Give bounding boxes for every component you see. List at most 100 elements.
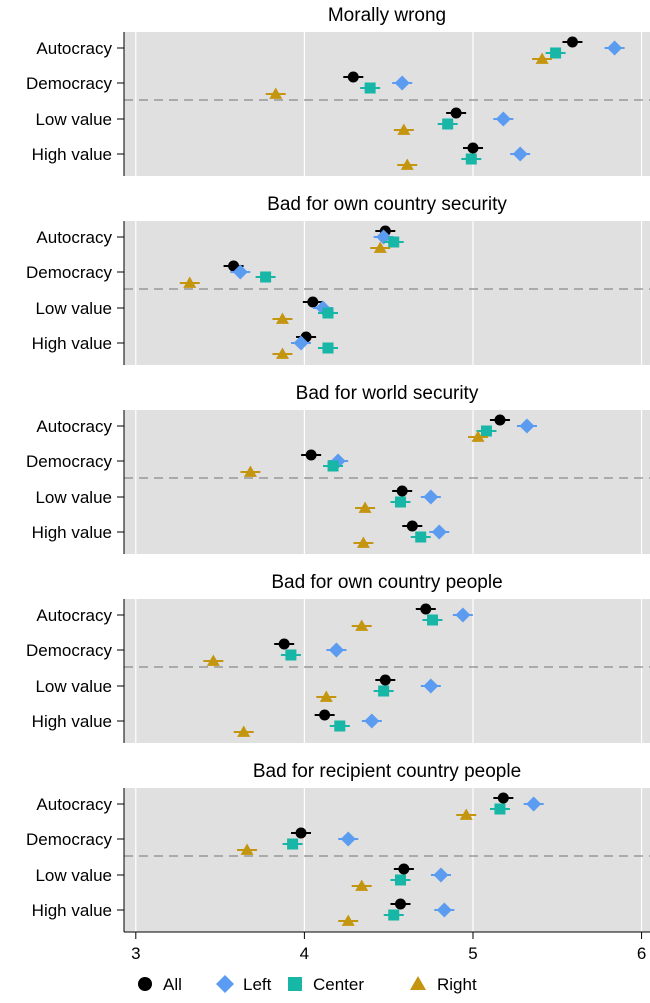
point-all <box>396 485 408 497</box>
point-all <box>319 709 331 721</box>
point-all <box>379 674 391 686</box>
point-left <box>431 524 447 540</box>
panel-2: Bad for own country security Autocracy Dem… <box>26 194 650 365</box>
category-label: Low value <box>35 110 112 129</box>
point-right <box>358 501 372 513</box>
category-label: Democracy <box>26 830 112 849</box>
point-right <box>319 690 333 702</box>
panel-background <box>124 32 650 176</box>
point-left <box>433 867 449 883</box>
category-label: Autocracy <box>36 39 112 58</box>
point-right <box>243 465 257 477</box>
category-label: Low value <box>35 866 112 885</box>
point-all <box>305 449 317 461</box>
category-label: Autocracy <box>36 228 112 247</box>
x-tick-label: 5 <box>468 944 477 963</box>
point-center <box>322 307 334 319</box>
category-label: Low value <box>35 677 112 696</box>
point-center <box>394 874 406 886</box>
point-right <box>275 312 289 324</box>
point-left <box>495 111 511 127</box>
panel-1: Morally wrong Autocracy Democracy Low value… <box>26 5 650 176</box>
panel-3: Bad for world security Autocracy Democracy… <box>26 383 650 554</box>
point-left <box>607 40 623 56</box>
category-label: Democracy <box>26 74 112 93</box>
point-all <box>497 792 509 804</box>
legend-label: Left <box>243 975 272 994</box>
point-right <box>237 725 251 737</box>
point-right <box>373 241 387 253</box>
point-all <box>394 898 406 910</box>
point-right <box>356 536 370 548</box>
panel-title: Bad for own country people <box>271 572 502 593</box>
category-label: Democracy <box>26 452 112 471</box>
point-center <box>442 118 454 130</box>
point-left <box>519 418 535 434</box>
point-right <box>206 654 220 666</box>
point-all <box>406 520 418 532</box>
point-right <box>341 914 355 926</box>
point-center <box>388 236 400 248</box>
point-left <box>364 713 380 729</box>
category-label: Democracy <box>26 641 112 660</box>
point-left <box>423 489 439 505</box>
point-all <box>494 414 506 426</box>
category-label: Autocracy <box>36 606 112 625</box>
point-center <box>550 47 562 59</box>
point-center <box>415 531 427 543</box>
panel-title: Bad for world security <box>296 383 479 404</box>
category-label: Autocracy <box>36 417 112 436</box>
panel-title: Bad for recipient country people <box>253 761 521 782</box>
point-right <box>183 276 197 288</box>
point-center <box>394 496 406 508</box>
point-all <box>278 638 290 650</box>
point-left <box>376 229 392 245</box>
category-label: Low value <box>35 488 112 507</box>
category-label: High value <box>32 712 112 731</box>
point-center <box>287 838 299 850</box>
point-left <box>232 264 248 280</box>
panel-5: Bad for recipient country people Autocrac… <box>26 761 650 963</box>
point-center <box>285 649 297 661</box>
point-right <box>459 808 473 820</box>
panel-background <box>124 410 650 554</box>
legend-marker-left <box>216 975 234 993</box>
legend-label: All <box>163 975 182 994</box>
panel-4: Bad for own country people Autocracy Democ… <box>26 572 650 743</box>
point-center <box>334 720 346 732</box>
category-label: High value <box>32 523 112 542</box>
point-right <box>275 347 289 359</box>
category-label: Autocracy <box>36 795 112 814</box>
point-center <box>260 271 272 283</box>
point-all <box>566 36 578 48</box>
x-tick-label: 6 <box>637 944 646 963</box>
point-right <box>269 87 283 99</box>
point-left <box>293 335 309 351</box>
point-left <box>512 146 528 162</box>
point-right <box>471 430 485 442</box>
panel-title: Bad for own country security <box>267 194 507 215</box>
x-tick-label: 4 <box>300 944 309 963</box>
legend-marker-all <box>138 977 152 991</box>
point-all <box>398 863 410 875</box>
point-left <box>455 607 471 623</box>
point-all <box>467 142 479 154</box>
point-all <box>420 603 432 615</box>
category-label: Low value <box>35 299 112 318</box>
point-center <box>364 82 376 94</box>
point-all <box>295 827 307 839</box>
point-right <box>355 879 369 891</box>
point-center <box>494 803 506 815</box>
point-right <box>355 619 369 631</box>
point-all <box>307 296 319 308</box>
point-center <box>388 909 400 921</box>
point-center <box>327 460 339 472</box>
legend-marker-center <box>288 977 302 991</box>
point-right <box>535 52 549 64</box>
panel-background <box>124 221 650 365</box>
legend: All Left Center Right <box>138 975 477 994</box>
point-left <box>526 796 542 812</box>
point-center <box>427 614 439 626</box>
point-all <box>347 71 359 83</box>
